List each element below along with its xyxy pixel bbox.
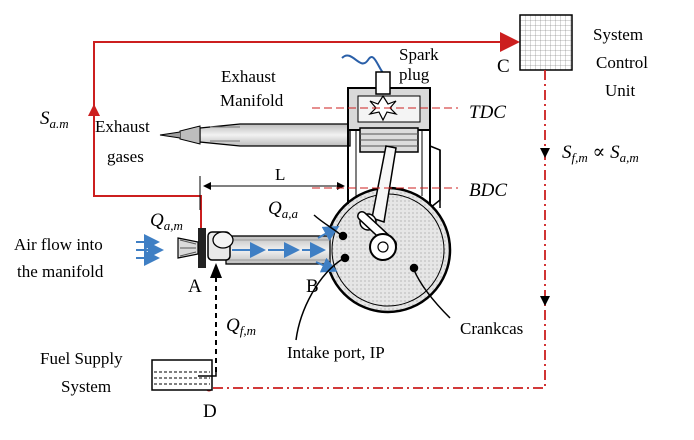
system-control-unit-box: [519, 14, 573, 71]
point-c-label: C: [497, 56, 510, 77]
fuel-supply-label-1: Fuel Supply: [40, 349, 123, 368]
control-unit-label-1: System: [593, 25, 643, 44]
length-dimension: [199, 176, 345, 210]
spark-plug-label-2: plug: [399, 65, 430, 84]
point-d-label: D: [203, 401, 217, 422]
spark-wire: [341, 54, 385, 94]
fuel-injection-line: [210, 263, 222, 372]
air-flow-label-2: the manifold: [17, 262, 104, 281]
spark-plug-label-1: Spark: [399, 45, 439, 64]
air-flow-label-1: Air flow into: [14, 235, 103, 254]
bdc-label: BDC: [469, 180, 507, 201]
leader-lines: [295, 214, 451, 341]
exhaust-manifold-label-2: Manifold: [220, 91, 284, 110]
fuel-supply-tank: [151, 359, 217, 391]
connecting-rod: [357, 145, 397, 261]
q-aa-label: Qa,a: [268, 198, 298, 221]
airflow-sensor-a: [198, 228, 206, 268]
point-b-label: B: [306, 276, 319, 297]
exhaust-gases-label-1: Exhaust: [95, 117, 150, 136]
exhaust-gases-label-2: gases: [107, 147, 144, 166]
exhaust-manifold: [159, 123, 351, 147]
intake-manifold: [177, 228, 331, 268]
sfm-relation-label: Sf,m ∝ Sa,m: [562, 142, 639, 165]
intake-port-label: Intake port, IP: [287, 343, 385, 362]
exhaust-manifold-label-1: Exhaust: [221, 67, 276, 86]
length-label: L: [275, 165, 285, 184]
q-fm-label: Qf,m: [226, 315, 256, 338]
q-am-label: Qa,m: [150, 210, 183, 233]
tdc-label: TDC: [469, 102, 506, 123]
air-signal-line: [88, 32, 520, 228]
control-unit-label-2: Control: [596, 53, 648, 72]
crankcase-label: Crankcas: [460, 319, 523, 338]
fuel-supply-label-2: System: [61, 377, 111, 396]
spark-icon: [368, 94, 398, 122]
point-a-label: A: [188, 276, 202, 297]
s-am-label: Sa.m: [40, 108, 69, 131]
control-unit-label-3: Unit: [605, 81, 636, 100]
